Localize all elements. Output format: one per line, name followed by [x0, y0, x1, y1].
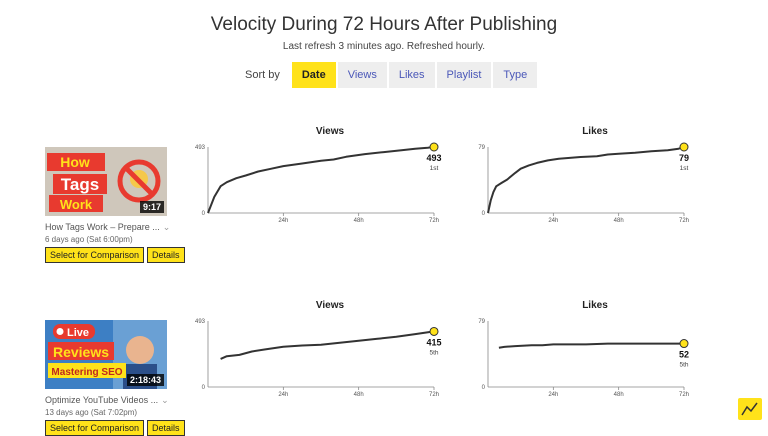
video-date: 6 days ago (Sat 6:00pm): [45, 235, 133, 244]
end-value-label: 415: [426, 337, 441, 347]
x-tick-label: 48h: [614, 218, 624, 224]
chart-title: Likes: [582, 126, 608, 137]
chart-title: Views: [315, 126, 345, 137]
sort-playlist-button[interactable]: Playlist: [436, 62, 492, 88]
end-point-marker: [429, 142, 439, 152]
sort-type-button[interactable]: Type: [493, 62, 538, 88]
person-face: [126, 336, 154, 364]
video-duration: 9:17: [139, 201, 164, 213]
end-value-label: 52: [679, 350, 689, 360]
end-value-label: 493: [426, 153, 441, 163]
x-tick-label: 72h: [429, 392, 439, 398]
end-point-marker: [679, 339, 689, 349]
end-point-marker: [429, 326, 439, 336]
y-tick-min: 0: [482, 385, 486, 391]
select-for-comparison-button[interactable]: Select for Comparison: [45, 420, 145, 436]
likes-chart: Likes 79 0 24h 48h 72h 52 5th: [470, 300, 720, 405]
chart-plot: 79 0 24h 48h 72h 79 1st: [478, 142, 689, 224]
y-tick-max: 79: [478, 145, 485, 151]
thumb-line-2: Tags: [61, 175, 99, 194]
x-tick-label: 48h: [354, 392, 364, 398]
video-date: 13 days ago (Sat 7:02pm): [45, 408, 138, 417]
logo-icon: [741, 402, 758, 416]
chevron-down-icon[interactable]: ⌄: [161, 395, 169, 405]
y-tick-max: 79: [478, 319, 485, 325]
views-chart: Views 493 0 24h 48h 72h 493 1st: [190, 126, 470, 231]
thumbnail-art: Live Reviews Mastering SEO: [45, 320, 167, 389]
video-thumbnail[interactable]: Live Reviews Mastering SEO 2:18:43: [45, 320, 167, 389]
thumb-line-1: Live: [67, 327, 89, 339]
end-rank-label: 1st: [680, 165, 689, 172]
end-rank-label: 5th: [679, 362, 688, 369]
video-thumbnail[interactable]: How Tags Work 9:17: [45, 147, 167, 216]
x-tick-label: 72h: [679, 392, 689, 398]
chart-title: Views: [315, 300, 345, 311]
sort-likes-button[interactable]: Likes: [388, 62, 435, 88]
y-tick-min: 0: [482, 211, 486, 217]
sort-date-button[interactable]: Date: [291, 62, 336, 88]
video-title[interactable]: Optimize YouTube Videos ... ⌄: [45, 395, 169, 406]
app-logo[interactable]: [738, 398, 762, 420]
chevron-down-icon[interactable]: ⌄: [162, 222, 171, 232]
video-title[interactable]: How Tags Work – Prepare ... ⌄: [45, 222, 170, 233]
sort-views-button[interactable]: Views: [337, 62, 387, 88]
video-actions: Select for Comparison Details: [45, 420, 188, 436]
series-line: [220, 330, 435, 360]
thumb-line-3: Mastering SEO: [51, 367, 122, 378]
chart-plot: 493 0 24h 48h 72h 415 5th: [195, 319, 442, 398]
video-title-text: Optimize YouTube Videos ...: [45, 395, 159, 405]
series-line: [487, 146, 685, 214]
end-point-marker: [679, 142, 689, 152]
live-dot-icon: [56, 328, 64, 335]
x-tick-label: 24h: [548, 392, 558, 398]
series-line: [207, 146, 435, 214]
sort-bar: Sort by Date Views Likes Playlist Type: [245, 62, 539, 88]
y-tick-max: 493: [195, 145, 206, 151]
select-for-comparison-button[interactable]: Select for Comparison: [45, 247, 145, 263]
x-tick-label: 72h: [679, 218, 689, 224]
likes-chart: Likes 79 0 24h 48h 72h 79 1st: [470, 126, 720, 231]
video-duration: 2:18:43: [126, 374, 164, 386]
thumbnail-art: How Tags Work: [45, 147, 167, 216]
end-rank-label: 5th: [429, 349, 438, 356]
series-line: [498, 342, 684, 349]
end-value-label: 79: [679, 153, 689, 163]
chart-title: Likes: [582, 300, 608, 311]
sort-label: Sort by: [245, 69, 280, 81]
details-button[interactable]: Details: [147, 247, 185, 263]
chart-plot: 493 0 24h 48h 72h 493 1st: [195, 142, 442, 224]
chart-plot: 79 0 24h 48h 72h 52 5th: [478, 319, 689, 398]
thumb-line-2: Reviews: [53, 344, 109, 360]
x-tick-label: 24h: [278, 218, 288, 224]
y-tick-min: 0: [202, 385, 206, 391]
y-tick-min: 0: [202, 211, 206, 217]
end-rank-label: 1st: [430, 165, 439, 172]
x-tick-label: 48h: [354, 218, 364, 224]
thumb-line-1: How: [60, 154, 90, 170]
thumb-line-3: Work: [60, 197, 93, 212]
x-tick-label: 48h: [614, 392, 624, 398]
details-button[interactable]: Details: [147, 420, 185, 436]
refresh-status: Last refresh 3 minutes ago. Refreshed ho…: [282, 41, 486, 52]
prohibited-icon: [117, 159, 161, 203]
page-title: Velocity During 72 Hours After Publishin…: [210, 14, 558, 35]
views-chart: Views 493 0 24h 48h 72h 415 5th: [190, 300, 470, 405]
x-tick-label: 24h: [548, 218, 558, 224]
x-tick-label: 24h: [278, 392, 288, 398]
x-tick-label: 72h: [429, 218, 439, 224]
video-title-text: How Tags Work – Prepare ...: [45, 222, 160, 232]
video-actions: Select for Comparison Details: [45, 247, 188, 263]
y-tick-max: 493: [195, 319, 206, 325]
